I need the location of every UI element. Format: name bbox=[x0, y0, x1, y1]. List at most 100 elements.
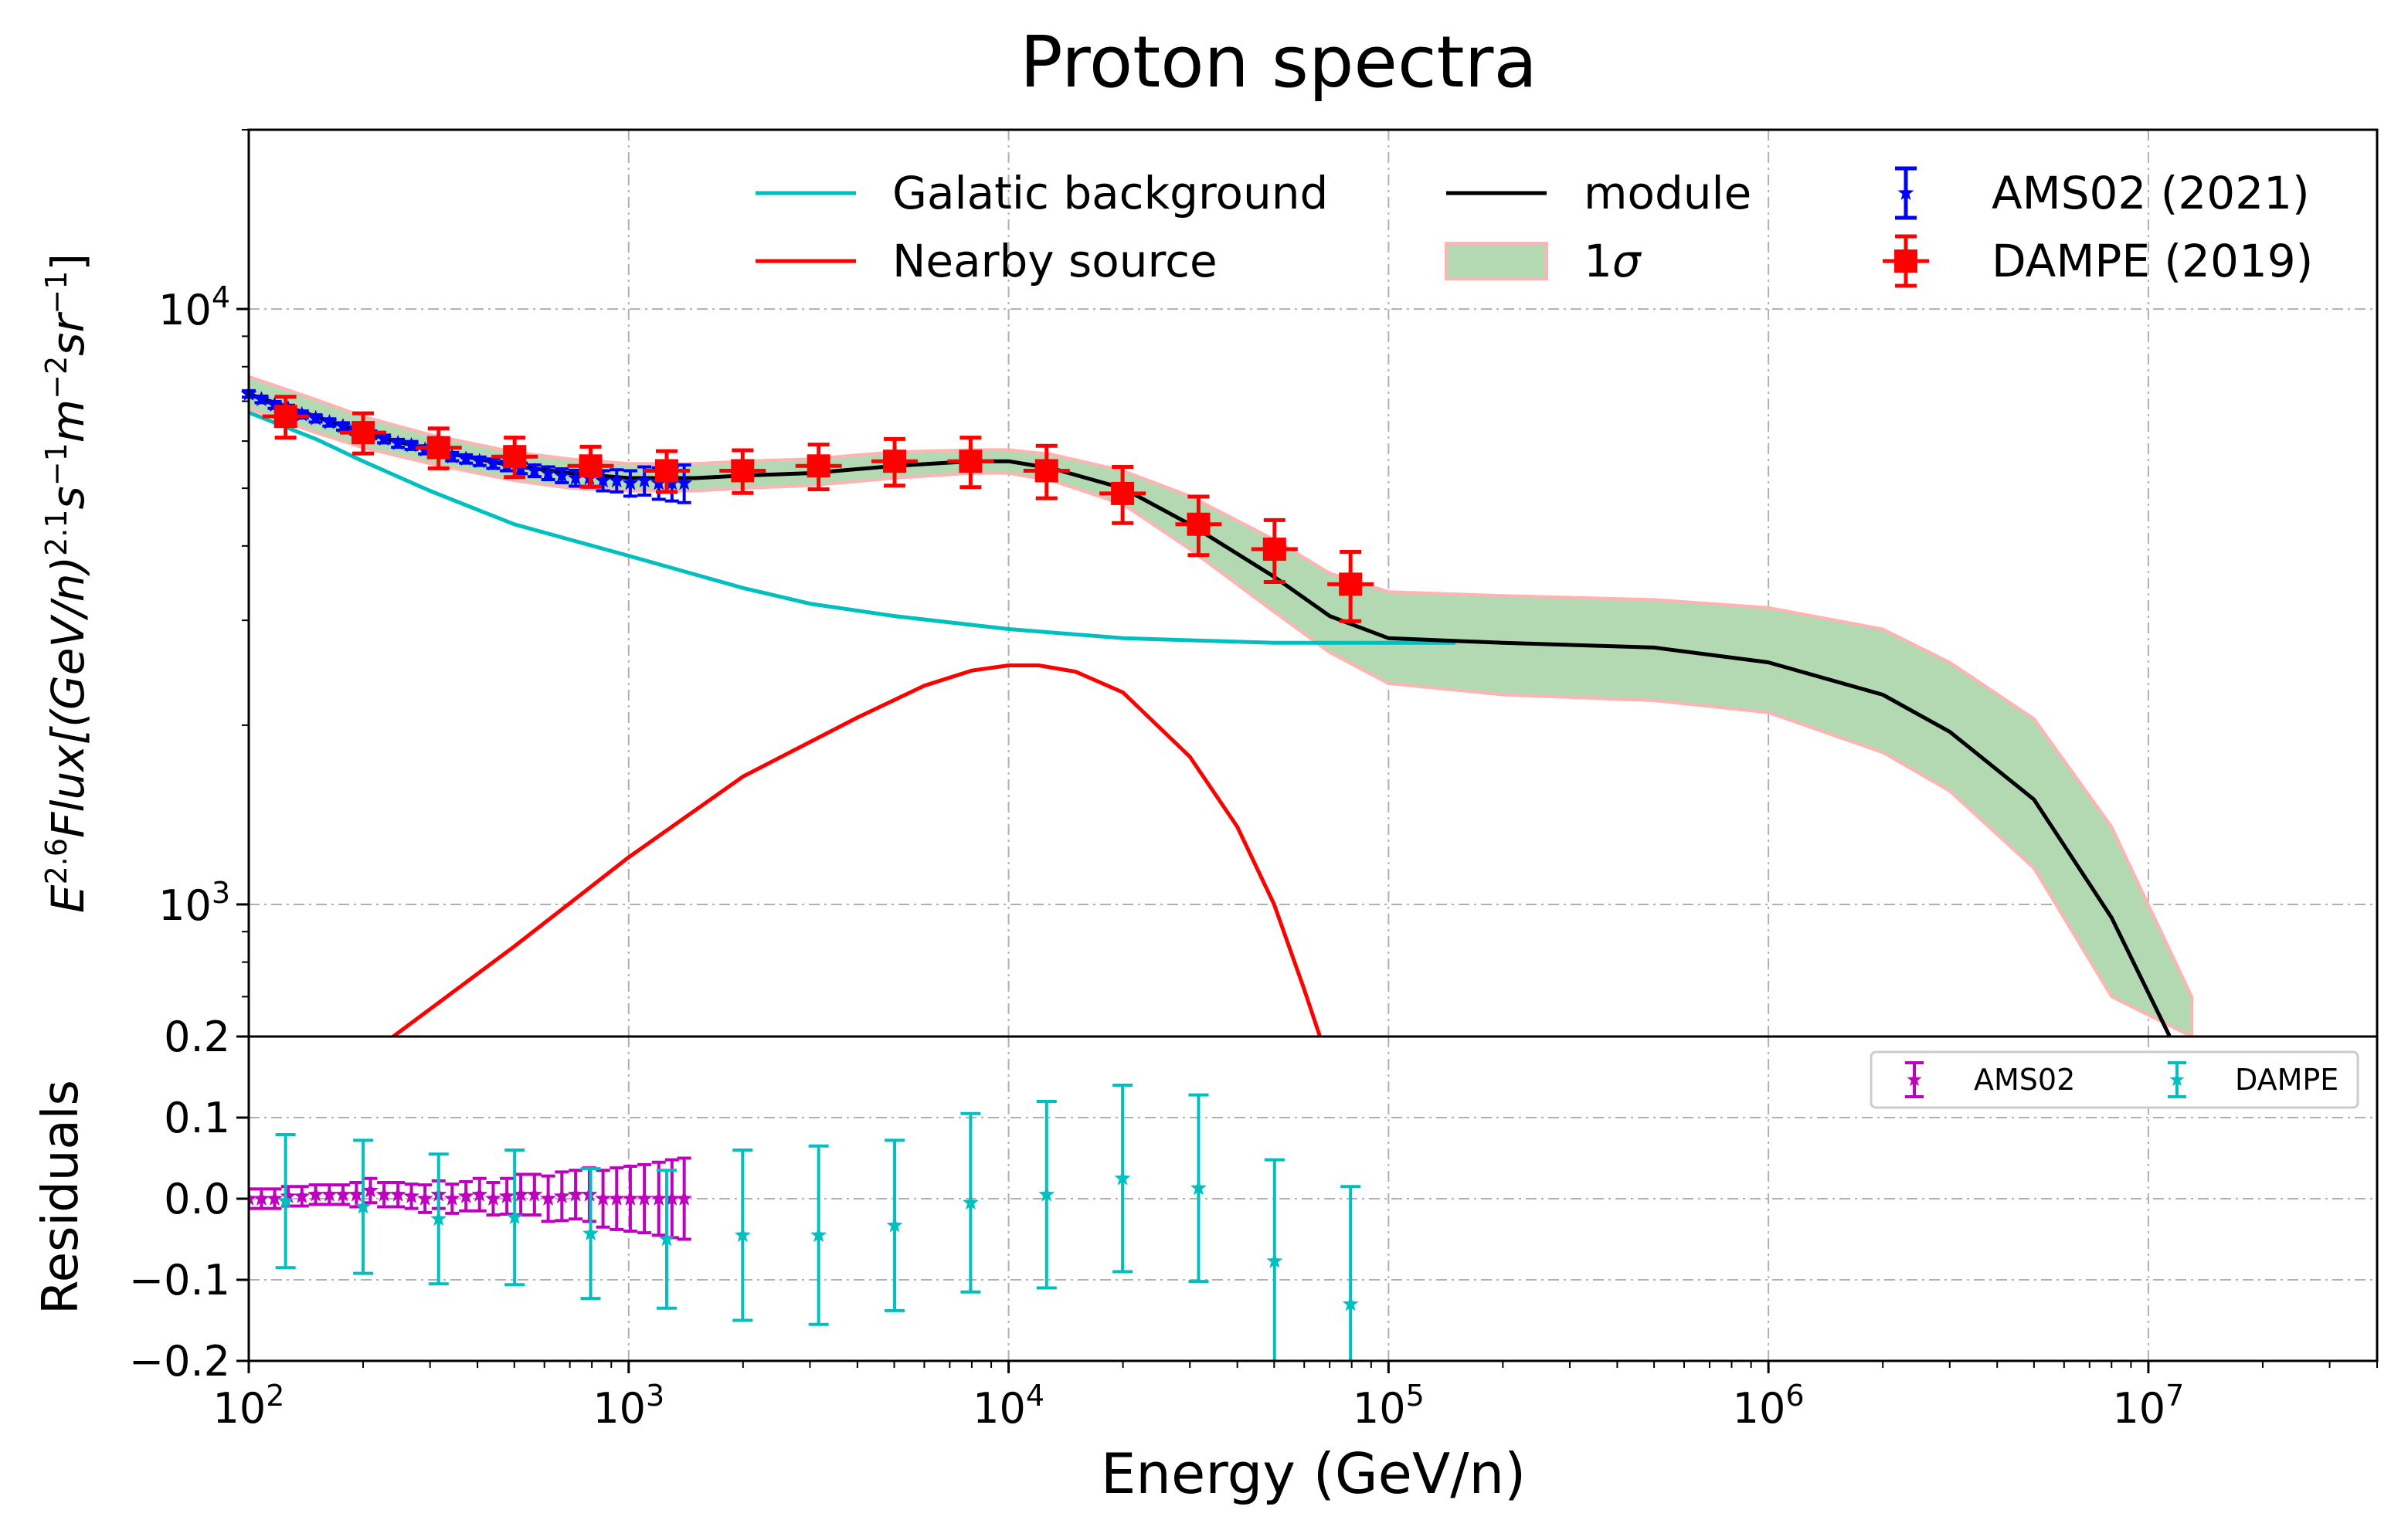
res-ams02-marker bbox=[512, 1186, 529, 1202]
res-ams02-point bbox=[608, 1166, 625, 1231]
ams02-point bbox=[471, 453, 488, 469]
dampe-point bbox=[415, 426, 462, 470]
dampe-marker bbox=[1262, 538, 1286, 562]
ams02-marker bbox=[267, 396, 283, 412]
res-ams02-point bbox=[294, 1185, 311, 1208]
res-ams02-point bbox=[567, 1169, 584, 1221]
dampe-point bbox=[1175, 494, 1222, 558]
legend-res-dampe-label: DAMPE bbox=[2235, 1063, 2338, 1097]
res-ams02-marker bbox=[403, 1187, 419, 1203]
ams02-point bbox=[335, 418, 352, 433]
res-ams02-marker bbox=[608, 1190, 625, 1206]
res-dampe-marker bbox=[1342, 1295, 1359, 1311]
res-dampe-marker bbox=[1038, 1186, 1055, 1202]
x-tick-label-base: 10 bbox=[213, 1384, 267, 1433]
legend-res-dampe-star bbox=[2169, 1072, 2185, 1087]
res-dampe-point bbox=[428, 1152, 449, 1286]
ams02-marker bbox=[553, 467, 570, 483]
nearby-sourceline bbox=[392, 663, 1322, 1037]
ams02-marker bbox=[443, 448, 460, 464]
dampe-marker bbox=[959, 450, 983, 473]
res-dampe-marker bbox=[506, 1209, 523, 1224]
galatic-backgroundline bbox=[249, 410, 1455, 645]
ams02-marker bbox=[567, 470, 584, 485]
dampe-marker bbox=[654, 459, 678, 483]
main-gridlines bbox=[249, 130, 2377, 1037]
ams02-point bbox=[375, 430, 392, 446]
res-ams02-marker bbox=[267, 1190, 283, 1206]
res-ams02-marker bbox=[498, 1187, 515, 1203]
residual-ticks: 0.2 0.1 0.0 −0.1 −0.2 bbox=[129, 1013, 249, 1386]
res-ams02-marker bbox=[595, 1190, 611, 1206]
dampe-point bbox=[491, 436, 538, 480]
res-ams02-point bbox=[595, 1169, 611, 1229]
res-ams02-marker bbox=[650, 1190, 667, 1206]
ams02-marker bbox=[608, 472, 625, 488]
res-dampe-point bbox=[960, 1111, 981, 1294]
dampe-point bbox=[643, 449, 690, 494]
legend-sigma-patch bbox=[1445, 242, 1548, 280]
res-dampe-marker bbox=[1266, 1252, 1283, 1268]
ams02-point bbox=[253, 391, 270, 406]
ams02-marker bbox=[485, 455, 501, 471]
res-dampe-marker bbox=[734, 1227, 751, 1243]
dampe-point bbox=[1327, 549, 1374, 623]
res-ams02-point bbox=[321, 1183, 338, 1206]
res-ams02-point bbox=[389, 1181, 406, 1209]
res-dampe-point bbox=[580, 1167, 601, 1301]
legend-res-ams02-star bbox=[1907, 1072, 1922, 1087]
ams02-point bbox=[622, 469, 639, 498]
res-y-tick-label: −0.1 bbox=[129, 1256, 230, 1305]
ams02-marker bbox=[253, 391, 270, 406]
res-ams02-point bbox=[636, 1162, 653, 1235]
res-ams02-point bbox=[676, 1156, 693, 1241]
res-dampe-marker bbox=[962, 1194, 979, 1210]
ams02-marker bbox=[526, 462, 543, 478]
res-dampe-point bbox=[885, 1138, 905, 1312]
res-dampe-point bbox=[1340, 1185, 1361, 1361]
res-ams02-marker bbox=[676, 1190, 693, 1206]
res-dampe-marker bbox=[430, 1210, 447, 1227]
res-ams02-marker bbox=[280, 1187, 297, 1203]
ams02-marker bbox=[636, 472, 653, 488]
ams02-marker bbox=[389, 434, 406, 450]
dampe-marker bbox=[1339, 572, 1363, 596]
res-ams02-point bbox=[267, 1187, 283, 1210]
y-tick-label: 103 bbox=[158, 876, 230, 930]
legend-nearby-label: Nearby source bbox=[892, 235, 1218, 287]
res-ams02-marker bbox=[567, 1186, 584, 1202]
x-tick-label-exp: 6 bbox=[1785, 1379, 1804, 1413]
res-dampe-marker bbox=[582, 1225, 599, 1240]
dampe-marker bbox=[1187, 512, 1211, 536]
dampe-point bbox=[795, 443, 842, 491]
ams02-marker bbox=[375, 430, 392, 446]
res-ams02-marker bbox=[526, 1186, 543, 1202]
dampe-marker bbox=[579, 454, 603, 478]
residual-legend: AMS02 DAMPE bbox=[1870, 1050, 2359, 1109]
legend-dampe-label: DAMPE (2019) bbox=[1992, 235, 2313, 287]
x-tick-label-base: 10 bbox=[973, 1384, 1026, 1433]
res-dampe-point bbox=[808, 1144, 829, 1326]
dampe-point bbox=[1251, 517, 1298, 584]
res-ams02-marker bbox=[540, 1190, 557, 1206]
res-ams02-marker bbox=[471, 1186, 488, 1202]
legend-ams02-marker bbox=[1895, 166, 1917, 220]
res-y-tick-label: −0.2 bbox=[129, 1337, 230, 1386]
res-ams02-marker bbox=[389, 1186, 406, 1202]
y-tick-label: 104 bbox=[158, 280, 230, 334]
legend-sigma-label: 1σ bbox=[1584, 235, 1642, 287]
dampe-marker bbox=[503, 445, 527, 469]
dampe-marker bbox=[426, 436, 450, 460]
res-ams02-point bbox=[253, 1187, 270, 1210]
res-y-tick-label: 0.2 bbox=[164, 1013, 230, 1061]
res-ams02-marker bbox=[636, 1190, 653, 1206]
res-y-tick-label: 0.0 bbox=[164, 1175, 230, 1223]
dampe-marker bbox=[352, 421, 375, 445]
res-ams02-marker bbox=[622, 1190, 639, 1206]
dampe-marker bbox=[731, 459, 755, 483]
res-dampe-marker bbox=[1114, 1169, 1131, 1186]
res-ams02-point bbox=[540, 1174, 557, 1223]
y-tick-label-exp: 4 bbox=[212, 280, 230, 314]
res-ams02-point bbox=[485, 1181, 501, 1216]
res-ams02-marker bbox=[553, 1187, 570, 1203]
